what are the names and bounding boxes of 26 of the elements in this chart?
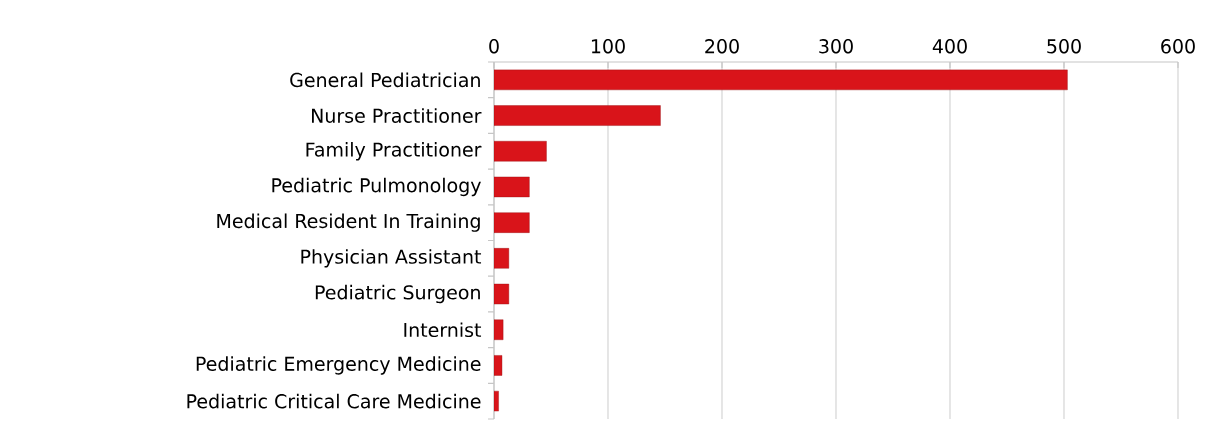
x-tick-label: 200 xyxy=(705,39,739,54)
bar xyxy=(494,319,504,340)
bar xyxy=(494,141,547,162)
bar xyxy=(494,69,1068,91)
bar xyxy=(494,355,503,376)
y-tick-label: Pediatric Emergency Medicine xyxy=(196,356,481,375)
y-tick-label: Family Practitioner xyxy=(306,142,482,161)
x-tick-label: 400 xyxy=(932,39,967,54)
bar xyxy=(494,105,661,126)
bar xyxy=(494,212,530,233)
y-tick-label: Medical Resident In Training xyxy=(217,213,480,232)
y-tick-label: Pediatric Pulmonology xyxy=(272,177,481,197)
y-tick-label: General Pediatrician xyxy=(290,72,480,88)
x-tick-label: 100 xyxy=(591,39,625,54)
x-tick-label: 600 xyxy=(1161,39,1195,54)
bar xyxy=(494,283,510,305)
bar xyxy=(494,248,510,269)
bar xyxy=(494,176,530,198)
y-tick-label: Pediatric Critical Care Medicine xyxy=(187,393,481,409)
x-tick-label: 0 xyxy=(489,39,499,54)
x-tick-label: 500 xyxy=(1047,39,1081,54)
y-tick-label: Physician Assistant xyxy=(301,249,482,268)
y-tick-label: Internist xyxy=(404,322,482,338)
y-tick-label: Nurse Practitioner xyxy=(312,108,482,123)
x-tick-label: 300 xyxy=(819,39,853,54)
y-tick-label: Pediatric Surgeon xyxy=(315,284,480,304)
